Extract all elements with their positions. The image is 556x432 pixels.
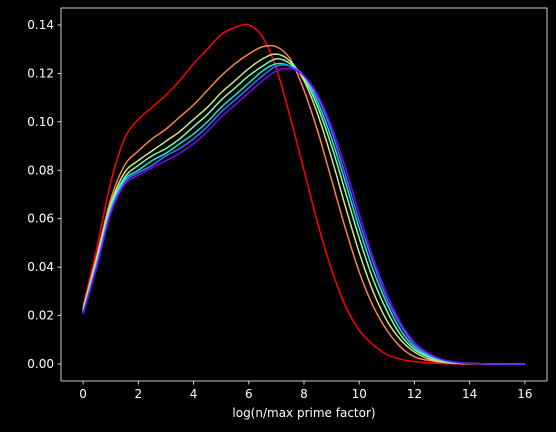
series-layer (82, 23, 525, 365)
series-line-1 (82, 44, 525, 365)
x-axis: 0 2 4 6 8 10 12 14 16 (79, 381, 533, 401)
x-axis-label: log(n/max prime factor) (232, 406, 375, 420)
x-tick-label: 6 (245, 387, 253, 401)
x-tick-label: 0 (79, 387, 87, 401)
y-tick-label: 0.12 (27, 66, 54, 80)
x-tick-label: 14 (462, 387, 477, 401)
y-tick-label: 0.08 (27, 163, 54, 177)
x-tick-label: 16 (517, 387, 532, 401)
y-tick-label: 0.04 (27, 260, 54, 274)
y-tick-label: 0.14 (27, 18, 54, 32)
x-tick-label: 12 (407, 387, 422, 401)
x-tick-label: 4 (190, 387, 198, 401)
series-line-5 (82, 64, 525, 365)
series-line-3 (82, 58, 525, 365)
x-tick-label: 8 (300, 387, 308, 401)
plot-area (61, 8, 547, 381)
y-tick-label: 0.10 (27, 115, 54, 129)
series-line-2 (82, 53, 525, 365)
y-tick-label: 0.06 (27, 212, 54, 226)
x-tick-label: 10 (352, 387, 367, 401)
x-tick-label: 2 (134, 387, 142, 401)
y-tick-label: 0.02 (27, 309, 54, 323)
series-line-0 (82, 23, 525, 365)
series-line-6 (82, 67, 525, 365)
y-tick-label: 0.00 (27, 357, 54, 371)
y-axis: 0.00 0.02 0.04 0.06 0.08 0.10 0.12 0.14 (27, 18, 61, 371)
